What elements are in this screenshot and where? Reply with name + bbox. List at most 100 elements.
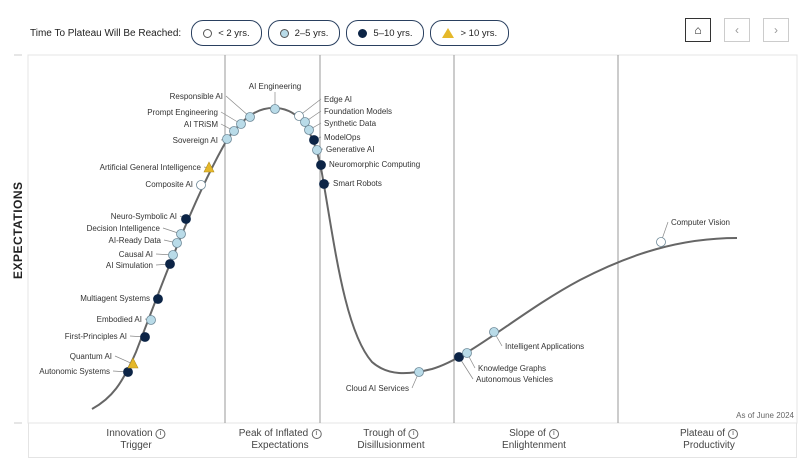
tech-quantum-ai[interactable]: Quantum AI (70, 352, 139, 369)
tech-label[interactable]: Autonomic Systems (39, 367, 110, 376)
tech-foundation-models[interactable]: Foundation Models (300, 107, 393, 127)
circle-marker[interactable] (153, 294, 163, 304)
tech-synthetic-data[interactable]: Synthetic Data (304, 119, 377, 135)
circle-marker[interactable] (196, 180, 206, 190)
triangle-marker[interactable] (127, 357, 139, 369)
next-button[interactable]: › (763, 18, 789, 42)
home-button[interactable]: ⌂ (685, 18, 711, 42)
tech-sovereign-ai[interactable]: Sovereign AI (173, 134, 232, 146)
filter-2to5[interactable]: 2–5 yrs. (267, 20, 341, 46)
tech-label[interactable]: Sovereign AI (173, 136, 218, 145)
tech-label[interactable]: Computer Vision (671, 218, 730, 227)
circle-marker[interactable] (300, 117, 310, 127)
tech-autonomic-systems[interactable]: Autonomic Systems (39, 367, 133, 377)
tech-generative-ai[interactable]: Generative AI (312, 145, 375, 155)
tech-label[interactable]: Edge AI (324, 95, 352, 104)
circle-marker[interactable] (454, 352, 464, 362)
phase-plateau[interactable]: Plateau of i Productivity (680, 428, 739, 452)
tech-modelops[interactable]: ModelOps (309, 133, 361, 145)
tech-composite-ai[interactable]: Composite AI (145, 180, 206, 190)
info-icon[interactable]: i (728, 429, 739, 439)
circle-marker[interactable] (181, 214, 191, 224)
circle-marker[interactable] (229, 126, 239, 136)
circle-marker[interactable] (309, 135, 319, 145)
circle-marker[interactable] (172, 238, 182, 248)
triangle-marker[interactable] (203, 161, 215, 173)
circle-marker[interactable] (168, 250, 178, 260)
tech-autonomous-vehicles[interactable]: Autonomous Vehicles (454, 352, 553, 385)
circle-marker[interactable] (489, 327, 499, 337)
circle-marker[interactable] (656, 237, 666, 247)
circle-marker[interactable] (312, 145, 322, 155)
phase-innovation-trigger[interactable]: Innovation i Trigger (106, 428, 166, 452)
tech-cloud-ai-services[interactable]: Cloud AI Services (346, 367, 424, 394)
circle-marker[interactable] (165, 259, 175, 269)
tech-label[interactable]: Embodied AI (97, 315, 142, 324)
tech-label[interactable]: ModelOps (324, 133, 360, 142)
tech-ai-engineering[interactable]: AI Engineering (249, 82, 301, 114)
tech-label[interactable]: Responsible AI (170, 92, 223, 101)
circle-marker[interactable] (270, 104, 280, 114)
tech-label[interactable]: Foundation Models (324, 107, 392, 116)
tech-smart-robots[interactable]: Smart Robots (319, 179, 382, 189)
tech-label[interactable]: Intelligent Applications (505, 342, 584, 351)
tech-label[interactable]: AI-Ready Data (109, 236, 162, 245)
circle-marker[interactable] (123, 367, 133, 377)
phase-slope[interactable]: Slope of i Enlightenment (502, 428, 566, 452)
info-icon[interactable]: i (548, 429, 559, 439)
tech-knowledge-graphs[interactable]: Knowledge Graphs (462, 348, 547, 374)
tech-label[interactable]: Neuromorphic Computing (329, 160, 420, 169)
tech-label[interactable]: Causal AI (119, 250, 153, 259)
circle-marker[interactable] (236, 119, 246, 129)
circle-marker[interactable] (316, 160, 326, 170)
tech-causal-ai[interactable]: Causal AI (119, 250, 178, 260)
circle-marker[interactable] (245, 112, 255, 122)
tech-label[interactable]: Knowledge Graphs (478, 364, 546, 373)
tech-first-principles-ai[interactable]: First-Principles AI (65, 332, 150, 342)
tech-label[interactable]: Prompt Engineering (147, 108, 218, 117)
tech-label[interactable]: Quantum AI (70, 352, 112, 361)
tech-label[interactable]: AI Simulation (106, 261, 153, 270)
tech-multiagent-systems[interactable]: Multiagent Systems (80, 294, 163, 304)
tech-computer-vision[interactable]: Computer Vision (656, 218, 731, 247)
tech-ai-ready-data[interactable]: AI-Ready Data (109, 236, 182, 248)
info-icon[interactable]: i (408, 429, 419, 439)
circle-marker[interactable] (304, 125, 314, 135)
filter-5to10[interactable]: 5–10 yrs. (346, 20, 425, 46)
tech-label[interactable]: Synthetic Data (324, 119, 377, 128)
tech-label[interactable]: Generative AI (326, 145, 374, 154)
tech-intelligent-applications[interactable]: Intelligent Applications (489, 327, 585, 352)
tech-embodied-ai[interactable]: Embodied AI (97, 315, 156, 325)
info-icon[interactable]: i (311, 429, 322, 439)
tech-label[interactable]: Smart Robots (333, 179, 382, 188)
tech-label[interactable]: Artificial General Intelligence (100, 163, 202, 172)
tech-ai-trism[interactable]: AI TRiSM (184, 120, 239, 136)
filter-lt2[interactable]: < 2 yrs. (191, 20, 262, 46)
circle-marker[interactable] (140, 332, 150, 342)
tech-artificial-general-intelligence[interactable]: Artificial General Intelligence (100, 161, 215, 173)
prev-button[interactable]: ‹ (724, 18, 750, 42)
circle-marker[interactable] (462, 348, 472, 358)
circle-marker[interactable] (414, 367, 424, 377)
circle-marker[interactable] (294, 111, 304, 121)
circle-marker[interactable] (146, 315, 156, 325)
tech-responsible-ai[interactable]: Responsible AI (170, 92, 255, 122)
tech-ai-simulation[interactable]: AI Simulation (106, 259, 175, 271)
phase-peak[interactable]: Peak of Inflated i Expectations (239, 428, 322, 452)
tech-label[interactable]: Decision Intelligence (87, 224, 161, 233)
tech-decision-intelligence[interactable]: Decision Intelligence (87, 224, 186, 239)
circle-marker[interactable] (176, 229, 186, 239)
tech-label[interactable]: First-Principles AI (65, 332, 127, 341)
tech-label[interactable]: Neuro-Symbolic AI (111, 212, 177, 221)
tech-label[interactable]: Composite AI (145, 180, 193, 189)
phase-trough[interactable]: Trough of i Disillusionment (357, 428, 424, 452)
info-icon[interactable]: i (155, 429, 166, 439)
tech-label[interactable]: AI TRiSM (184, 120, 218, 129)
tech-neuro-symbolic-ai[interactable]: Neuro-Symbolic AI (111, 212, 191, 224)
tech-label[interactable]: Cloud AI Services (346, 384, 409, 393)
tech-label[interactable]: Multiagent Systems (80, 294, 150, 303)
tech-neuromorphic-computing[interactable]: Neuromorphic Computing (316, 160, 421, 170)
tech-prompt-engineering[interactable]: Prompt Engineering (147, 108, 246, 129)
tech-label[interactable]: Autonomous Vehicles (476, 375, 553, 384)
tech-label[interactable]: AI Engineering (249, 82, 301, 91)
